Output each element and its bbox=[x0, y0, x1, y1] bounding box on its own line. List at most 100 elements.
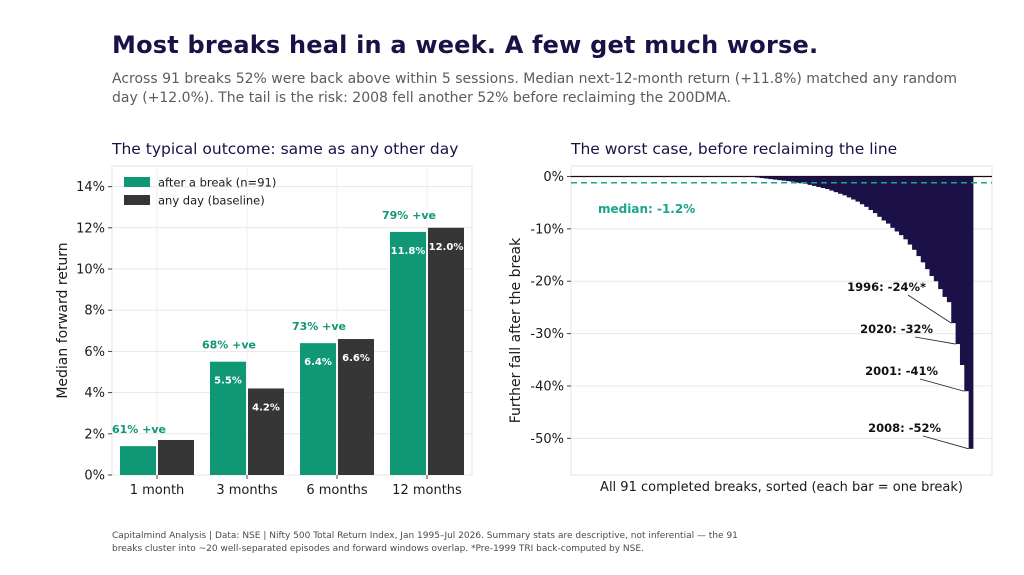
drawdown-bar bbox=[951, 176, 956, 324]
bar-value-label: 12.0% bbox=[429, 242, 464, 253]
drawdown-bar bbox=[755, 176, 761, 178]
bar-value-label: 6.6% bbox=[342, 353, 370, 364]
drawdown-bar bbox=[833, 176, 839, 193]
positive-share-label: 68% +ve bbox=[202, 339, 256, 352]
drawdown-bar bbox=[916, 176, 922, 257]
drawdown-bar bbox=[964, 176, 970, 392]
y-tick-label: 8% bbox=[84, 304, 105, 319]
bar-any-day bbox=[248, 388, 284, 475]
x-axis-label: All 91 completed breaks, sorted (each ba… bbox=[600, 480, 963, 495]
y-tick-label: -20% bbox=[530, 275, 564, 290]
drawdown-bar bbox=[807, 176, 813, 185]
bar-any-day bbox=[428, 227, 464, 475]
y-tick-label: 10% bbox=[76, 263, 105, 278]
bar-after-break bbox=[210, 361, 246, 475]
y-tick-label: 0% bbox=[84, 469, 105, 484]
drawdown-bar bbox=[907, 176, 913, 245]
y-tick-label: 4% bbox=[84, 386, 105, 401]
drawdown-bar bbox=[899, 176, 904, 236]
bar-after-break bbox=[300, 343, 336, 475]
y-axis-label: Median forward return bbox=[55, 242, 71, 398]
drawdown-bar bbox=[925, 176, 930, 270]
drawdown-bar bbox=[929, 176, 935, 276]
median-label: median: -1.2% bbox=[598, 202, 695, 216]
y-tick-label: -30% bbox=[530, 327, 564, 342]
drawdown-bar bbox=[851, 176, 856, 200]
drawdown-bar bbox=[877, 176, 883, 217]
annotation-leader bbox=[914, 336, 956, 345]
legend-label: after a break (n=91) bbox=[158, 176, 276, 190]
worst-case-label: 1996: -24%* bbox=[847, 280, 926, 294]
drawdown-bar bbox=[816, 176, 822, 187]
drawdown-bar bbox=[946, 176, 952, 303]
annotation-leader bbox=[907, 294, 952, 324]
drawdown-bar bbox=[968, 176, 974, 449]
worst-case-label: 2020: -32% bbox=[860, 322, 933, 336]
x-tick-label: 12 months bbox=[392, 483, 462, 498]
page-subtitle: Across 91 breaks 52% were back above wit… bbox=[112, 70, 1012, 108]
bar-value-label: 11.8% bbox=[391, 246, 426, 257]
drawdown-bar bbox=[811, 176, 817, 186]
drawdown-bar bbox=[842, 176, 848, 196]
bar-any-day bbox=[338, 339, 374, 475]
drawdown-bar bbox=[798, 176, 804, 184]
drawdown-bar bbox=[855, 176, 861, 202]
y-tick-label: 12% bbox=[76, 221, 105, 236]
footer-line-1: Capitalmind Analysis | Data: NSE | Nifty… bbox=[112, 531, 738, 541]
legend-label: any day (baseline) bbox=[158, 194, 265, 208]
drawdown-bar bbox=[790, 176, 795, 182]
drawdown-bar bbox=[781, 176, 787, 181]
drawdown-bar bbox=[772, 176, 778, 180]
drawdown-bar bbox=[955, 176, 961, 345]
drawdown-bar bbox=[864, 176, 869, 207]
drawdown-bar bbox=[868, 176, 874, 210]
drawdown-bar bbox=[838, 176, 843, 194]
positive-share-label: 73% +ve bbox=[292, 320, 346, 333]
y-tick-label: -50% bbox=[530, 432, 564, 447]
bar-after-break bbox=[120, 446, 156, 475]
bar-value-label: 5.5% bbox=[214, 376, 242, 387]
drawdown-bar bbox=[890, 176, 896, 228]
bar-any-day bbox=[158, 439, 194, 475]
legend-swatch bbox=[124, 177, 150, 187]
bar-after-break bbox=[390, 231, 426, 475]
footer-note: Capitalmind Analysis | Data: NSE | Nifty… bbox=[112, 530, 992, 556]
drawdown-bar bbox=[872, 176, 878, 214]
typical-outcome-chart: 0% 2% 4% 6% 8% 10% 12% 14% 61% +ve 1 month 5.5% 4.2… bbox=[55, 140, 473, 498]
drawdown-bar bbox=[881, 176, 887, 221]
drawdown-bar bbox=[942, 176, 948, 297]
y-tick-label: 6% bbox=[84, 345, 105, 360]
y-tick-label: 14% bbox=[76, 180, 105, 195]
y-tick-label: -40% bbox=[530, 379, 564, 394]
footer-line-2: breaks cluster into ~20 well-separated e… bbox=[112, 544, 644, 554]
x-tick-label: 3 months bbox=[216, 483, 278, 498]
drawdown-bar bbox=[825, 176, 830, 190]
annotation-leader bbox=[922, 435, 969, 450]
y-tick-label: 2% bbox=[84, 427, 105, 442]
subtitle-line-2: day (+12.0%). The tail is the risk: 2008… bbox=[112, 90, 732, 106]
positive-share-label: 79% +ve bbox=[382, 209, 436, 222]
x-tick-label: 1 month bbox=[130, 483, 185, 498]
worst-case-chart: 0% -10% -20% -30% -40% -50% median: -1.2% 1996:… bbox=[508, 140, 993, 495]
drawdown-bar bbox=[859, 176, 865, 205]
drawdown-bar bbox=[885, 176, 891, 224]
chart-title: The worst case, before reclaiming the li… bbox=[570, 140, 897, 158]
drawdown-bar bbox=[759, 176, 765, 179]
drawdown-bar bbox=[846, 176, 852, 198]
positive-share-label: 61% +ve bbox=[112, 423, 166, 436]
worst-case-label: 2008: -52% bbox=[868, 421, 941, 435]
drawdown-bar bbox=[894, 176, 900, 232]
drawdown-bar bbox=[794, 176, 800, 183]
drawdown-bar bbox=[768, 176, 774, 180]
y-tick-label: -10% bbox=[530, 222, 564, 237]
drawdown-bar bbox=[785, 176, 791, 182]
page-title: Most breaks heal in a week. A few get mu… bbox=[112, 31, 819, 59]
drawdown-bar bbox=[912, 176, 917, 250]
legend-swatch bbox=[124, 195, 150, 205]
x-tick-label: 6 months bbox=[306, 483, 368, 498]
drawdown-bar bbox=[777, 176, 782, 181]
drawdown-bar bbox=[920, 176, 926, 263]
drawdown-bar bbox=[933, 176, 939, 282]
drawdown-bar bbox=[938, 176, 943, 290]
